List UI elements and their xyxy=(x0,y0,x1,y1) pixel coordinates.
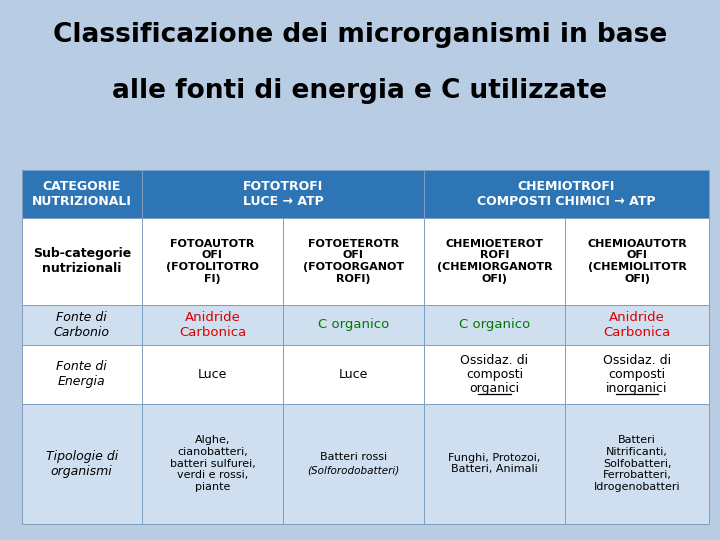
Text: Fonte di
Carbonio: Fonte di Carbonio xyxy=(54,311,109,339)
Text: Batteri rossi: Batteri rossi xyxy=(320,452,387,462)
Text: CHEMIOTROFI
COMPOSTI CHIMICI → ATP: CHEMIOTROFI COMPOSTI CHIMICI → ATP xyxy=(477,180,656,208)
Bar xyxy=(283,218,424,305)
Text: Classificazione dei microrganismi in base: Classificazione dei microrganismi in bas… xyxy=(53,22,667,48)
Bar xyxy=(283,345,424,403)
Text: composti: composti xyxy=(466,368,523,381)
Text: Funghi, Protozoi,
Batteri, Animali: Funghi, Protozoi, Batteri, Animali xyxy=(448,453,541,475)
Bar xyxy=(424,403,564,524)
Bar xyxy=(22,345,142,403)
Bar xyxy=(22,305,142,345)
Bar xyxy=(564,345,709,403)
Text: Batteri
Nitrificanti,
Solfobatteri,
Ferrobatteri,
Idrogenobatteri: Batteri Nitrificanti, Solfobatteri, Ferr… xyxy=(594,435,680,492)
Text: FOTOAUTOTR
OFI
(FOTOLITOTRO
FI): FOTOAUTOTR OFI (FOTOLITOTRO FI) xyxy=(166,239,259,284)
Text: Anidride
Carbonica: Anidride Carbonica xyxy=(179,311,246,339)
Text: organici: organici xyxy=(469,382,519,395)
Bar xyxy=(142,218,283,305)
Bar xyxy=(424,305,564,345)
Bar xyxy=(424,170,709,218)
Bar xyxy=(564,403,709,524)
Text: FOTOTROFI
LUCE → ATP: FOTOTROFI LUCE → ATP xyxy=(243,180,323,208)
Bar xyxy=(283,305,424,345)
Text: CATEGORIE
NUTRIZIONALI: CATEGORIE NUTRIZIONALI xyxy=(32,180,132,208)
Text: Sub-categorie
nutrizionali: Sub-categorie nutrizionali xyxy=(32,247,131,275)
Bar xyxy=(22,170,142,218)
Bar xyxy=(22,403,142,524)
Text: C organico: C organico xyxy=(318,319,389,332)
Bar xyxy=(424,218,564,305)
Bar xyxy=(424,345,564,403)
Text: composti: composti xyxy=(608,368,665,381)
Text: Anidride
Carbonica: Anidride Carbonica xyxy=(603,311,670,339)
Text: Ossidaz. di: Ossidaz. di xyxy=(460,354,528,367)
Text: Ossidaz. di: Ossidaz. di xyxy=(603,354,671,367)
Bar xyxy=(142,345,283,403)
Bar xyxy=(564,305,709,345)
Text: inorganici: inorganici xyxy=(606,382,667,395)
Bar xyxy=(142,305,283,345)
Text: Fonte di
Energia: Fonte di Energia xyxy=(56,360,107,388)
Text: (Solforodobatteri): (Solforodobatteri) xyxy=(307,465,400,475)
Bar xyxy=(142,403,283,524)
Bar xyxy=(142,170,424,218)
Text: Luce: Luce xyxy=(198,368,227,381)
Text: C organico: C organico xyxy=(459,319,530,332)
Text: Alghe,
cianobatteri,
batteri sulfurei,
verdi e rossi,
piante: Alghe, cianobatteri, batteri sulfurei, v… xyxy=(169,435,256,492)
Bar xyxy=(283,403,424,524)
Text: CHEMIOETEROT
ROFI
(CHEMIORGANOTR
OFI): CHEMIOETEROT ROFI (CHEMIORGANOTR OFI) xyxy=(436,239,552,284)
Text: CHEMIOAUTOTR
OFI
(CHEMIOLITOTR
OFI): CHEMIOAUTOTR OFI (CHEMIOLITOTR OFI) xyxy=(587,239,687,284)
Text: FOTOETEROTR
OFI
(FOTOORGANOT
ROFI): FOTOETEROTR OFI (FOTOORGANOT ROFI) xyxy=(303,239,404,284)
Text: alle fonti di energia e C utilizzate: alle fonti di energia e C utilizzate xyxy=(112,78,608,104)
Text: Luce: Luce xyxy=(338,368,368,381)
Text: Tipologie di
organismi: Tipologie di organismi xyxy=(45,450,118,478)
Bar xyxy=(22,218,142,305)
Bar xyxy=(564,218,709,305)
